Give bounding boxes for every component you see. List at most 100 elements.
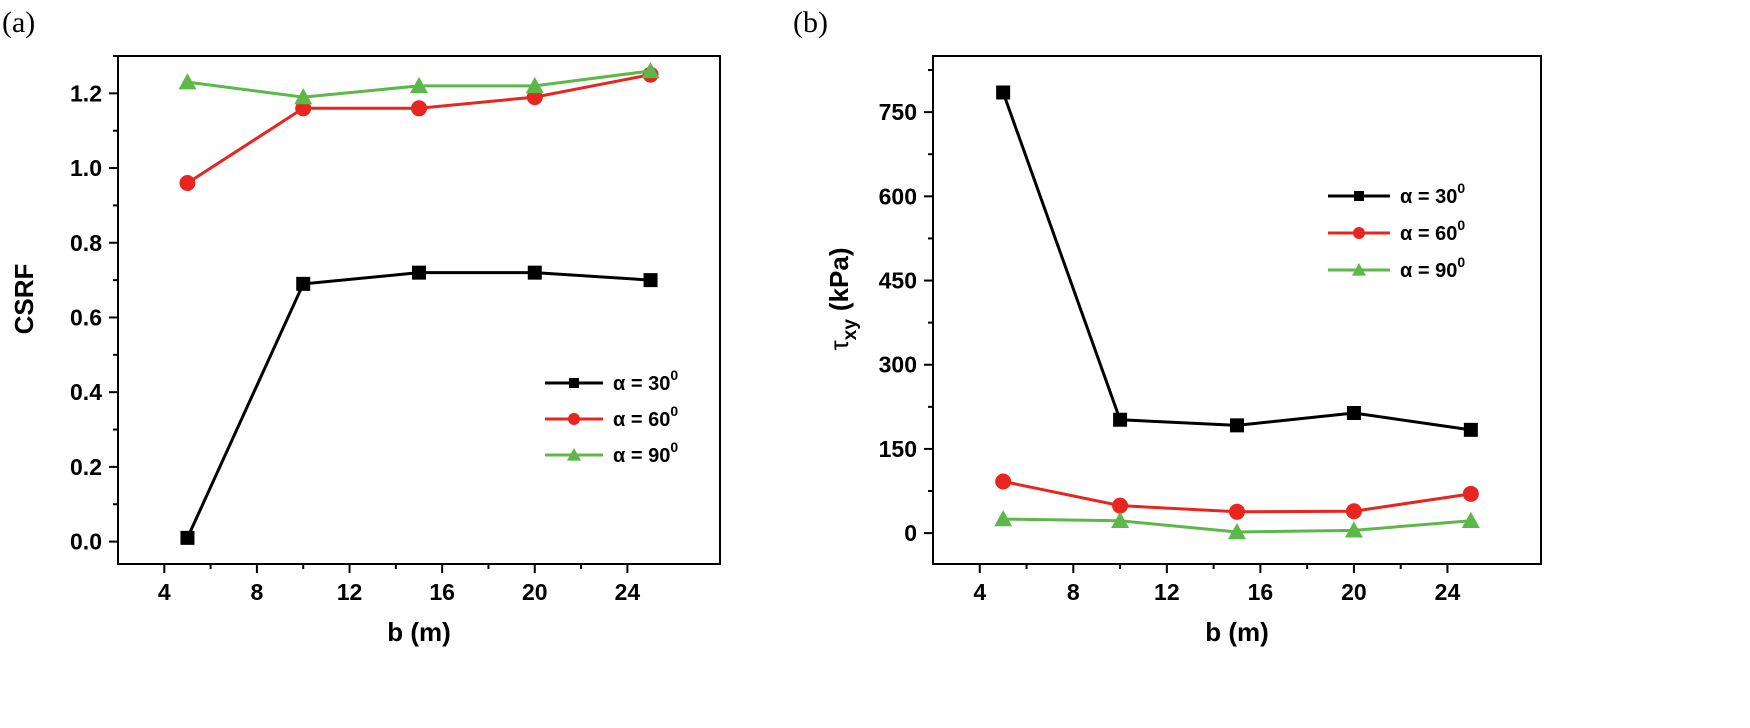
legend-entry: α = 300 (545, 367, 678, 395)
data-point (180, 530, 195, 545)
y-tick-label: 1.0 (70, 155, 102, 181)
legend-marker (569, 378, 579, 388)
data-point (411, 100, 427, 117)
x-tick-label: 4 (973, 579, 986, 605)
data-point (1344, 521, 1363, 538)
data-point (1113, 412, 1128, 427)
y-tick-label: 0.4 (70, 379, 102, 405)
data-point (1346, 406, 1361, 421)
series-triangle (178, 61, 660, 105)
panel-b-y-axis-title: τxy (kPa) (824, 248, 861, 351)
series-square (180, 265, 658, 545)
panel-label-b: (b) (793, 6, 828, 39)
data-point (525, 76, 544, 94)
legend-label-superscript: 0 (1457, 180, 1465, 196)
data-point (178, 73, 197, 90)
legend-marker (1354, 191, 1364, 201)
panel-a-y-axis-title: CSRF (9, 264, 39, 335)
data-point (296, 276, 311, 291)
data-point (412, 265, 426, 280)
data-point (1463, 422, 1478, 437)
y-tick-label: 150 (879, 436, 917, 462)
panel-b-y-axis-unit: (kPa) (824, 248, 854, 312)
data-point (179, 175, 196, 191)
data-point (1462, 485, 1479, 502)
panel-b-shear-stress-chart: (b) b (m) τxy (kPa) 4 8 12 16 20 24 0 150 300 450 6… (793, 6, 1542, 647)
panel-a-plot-frame (117, 55, 721, 565)
legend-entry: α = 600 (545, 403, 678, 431)
panel-a-ticks: 4 8 12 16 20 24 0.0 0.2 0.4 0.6 0.8 1.0 1.2 (70, 55, 641, 605)
data-point (1345, 503, 1362, 520)
legend-label-superscript: 0 (670, 367, 678, 383)
data-point (1111, 511, 1130, 528)
x-tick-label: 12 (337, 579, 363, 605)
x-tick-label: 8 (1067, 579, 1080, 605)
panel-b-y-axis-symbol: τ (824, 340, 854, 351)
data-point (641, 61, 660, 79)
legend-entry: α = 900 (1328, 254, 1465, 282)
series-triangle (994, 510, 1480, 540)
x-tick-label: 20 (522, 579, 548, 605)
legend-label-superscript: 0 (1457, 254, 1465, 270)
legend-entry: α = 300 (1328, 180, 1465, 208)
legend-label: α = 900 (613, 439, 678, 467)
x-tick-label: 20 (1341, 579, 1367, 605)
legend-label: α = 300 (1400, 180, 1465, 208)
y-tick-label: 1.2 (70, 80, 102, 106)
legend-label-superscript: 0 (1457, 217, 1465, 233)
legend-label-text: α = 30 (613, 373, 670, 395)
data-point (527, 265, 542, 280)
x-tick-label: 12 (1154, 579, 1180, 605)
data-point (1229, 503, 1245, 520)
data-point (994, 510, 1013, 527)
data-point (643, 273, 658, 288)
data-point (294, 88, 313, 105)
legend-label-text: α = 30 (1400, 186, 1457, 208)
data-point (295, 100, 312, 117)
y-tick-label: 600 (879, 183, 917, 209)
panel-b-y-axis-subscript: xy (840, 319, 861, 341)
y-tick-label: 750 (879, 99, 917, 125)
x-tick-label: 24 (1435, 579, 1461, 605)
legend-marker (1352, 263, 1366, 276)
x-tick-label: 24 (615, 579, 641, 605)
legend-label-text: α = 60 (1400, 223, 1457, 245)
data-point (410, 76, 428, 94)
x-tick-label: 8 (251, 579, 264, 605)
legend-label-superscript: 0 (670, 439, 678, 455)
y-tick-label: 0 (904, 520, 917, 546)
panel-b-ticks: 4 8 12 16 20 24 0 150 300 450 600 750 (879, 69, 1461, 605)
legend-entry: α = 900 (545, 439, 678, 467)
data-point (1230, 418, 1244, 433)
data-point (1461, 511, 1480, 528)
legend-label-text: α = 90 (613, 445, 670, 467)
panel-b-plot-frame (932, 55, 1542, 565)
y-tick-label: 450 (879, 268, 917, 294)
legend-marker (568, 413, 580, 425)
data-point (1112, 497, 1129, 514)
y-tick-label: 0.0 (70, 529, 102, 555)
panel-a-x-axis-title: b (m) (387, 617, 451, 647)
y-tick-label: 300 (879, 352, 917, 378)
data-point (526, 89, 543, 106)
legend-entry: α = 600 (1328, 217, 1465, 245)
panel-a-series (178, 61, 660, 545)
panel-a-csrf-chart: (a) b (m) CSRF 4 8 12 16 20 24 0.0 0.2 0.4 0.6 0.8… (2, 6, 721, 647)
legend-label-text: α = 90 (1400, 260, 1457, 282)
series-square (996, 85, 1478, 437)
x-tick-label: 16 (1248, 579, 1274, 605)
legend-label: α = 600 (1400, 217, 1465, 245)
y-tick-label: 0.2 (70, 454, 102, 480)
panel-b-series (994, 85, 1480, 540)
legend-label: α = 900 (1400, 254, 1465, 282)
legend-label: α = 300 (613, 367, 678, 395)
x-tick-label: 16 (429, 579, 455, 605)
x-tick-label: 4 (158, 579, 171, 605)
data-point (996, 85, 1011, 100)
series-circle (995, 473, 1479, 520)
y-tick-label: 0.8 (70, 230, 102, 256)
legend-marker (1353, 227, 1365, 239)
